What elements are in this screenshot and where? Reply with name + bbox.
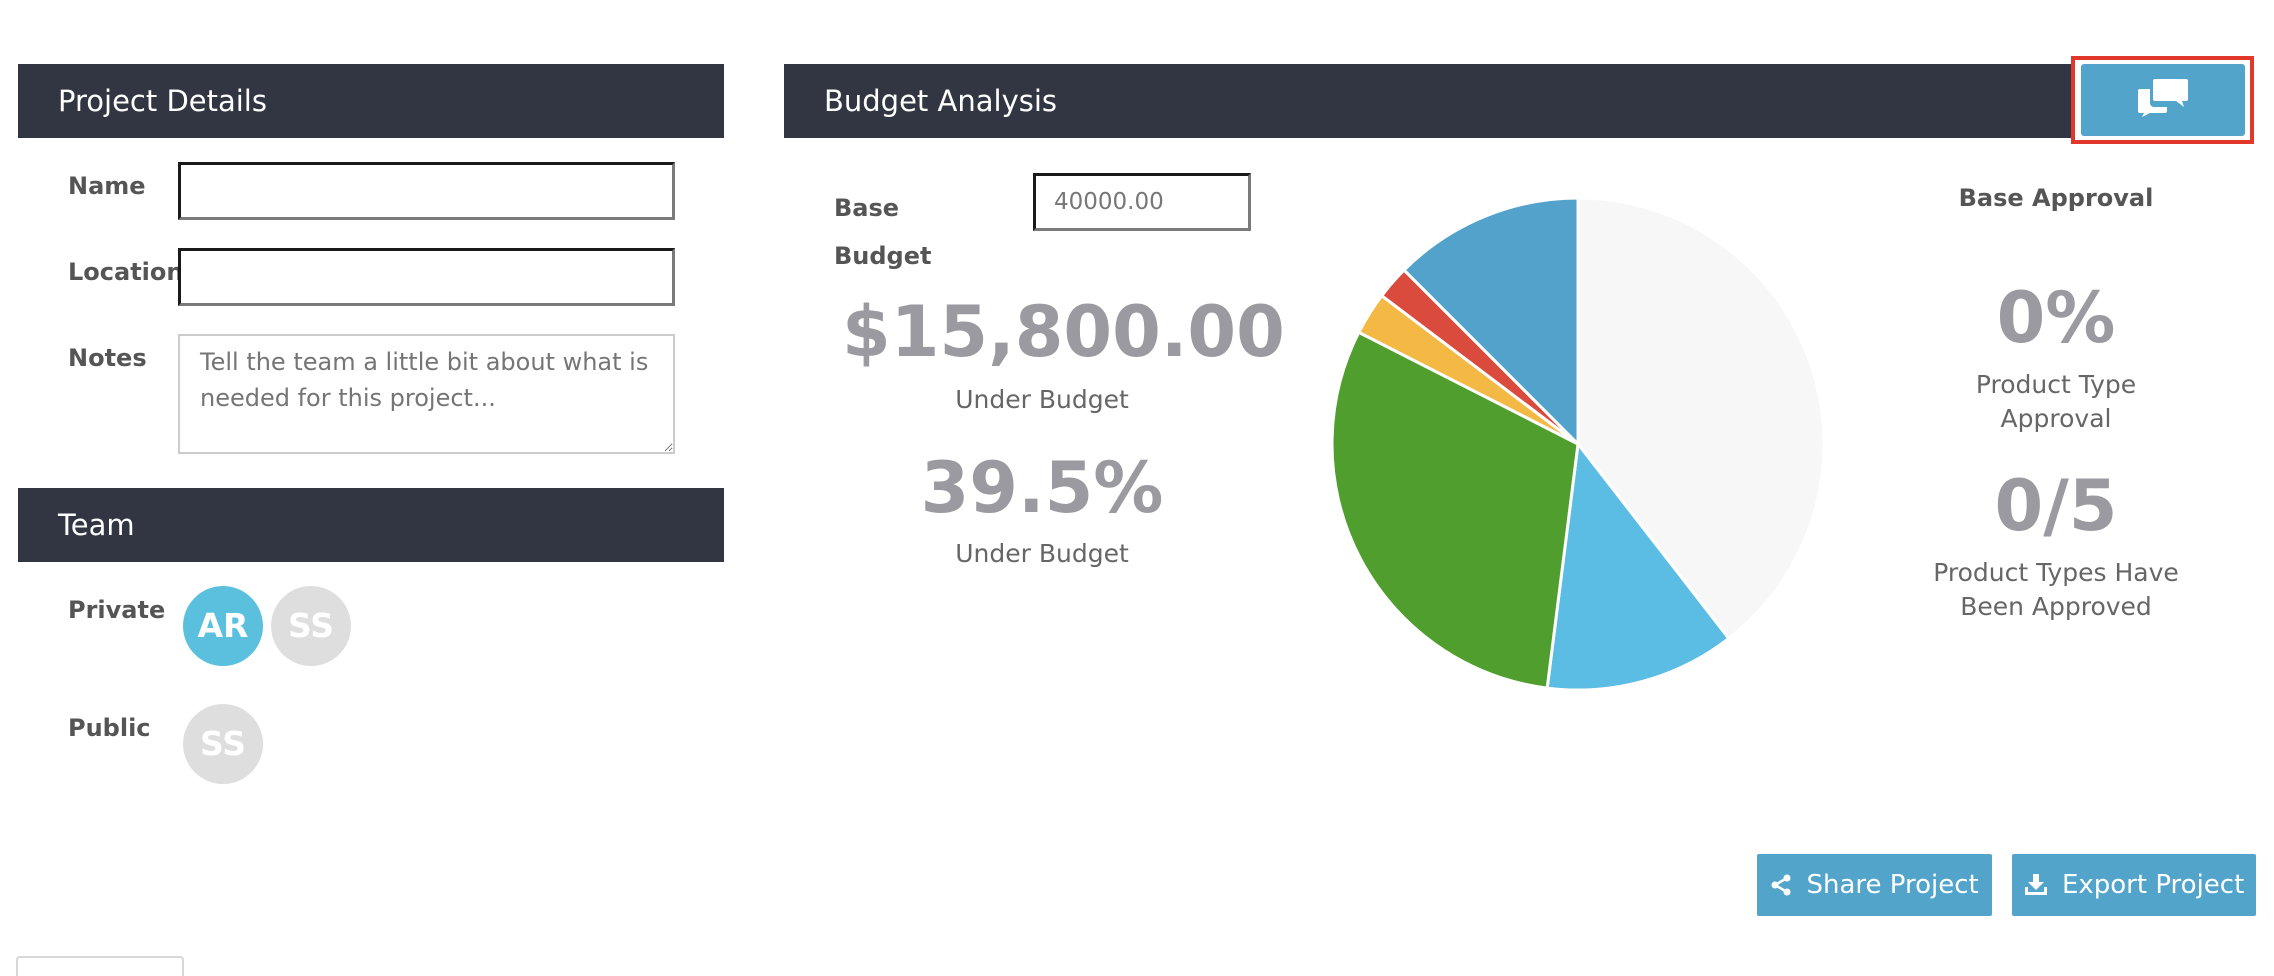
approved-count-caption-line2: Been Approved [1960, 592, 2152, 621]
pie-slice [1576, 196, 1826, 641]
product-type-approval-caption-line1: Product Type [1975, 370, 2137, 399]
under-budget-amount-caption: Under Budget [955, 385, 1129, 414]
approved-count-caption: Product Types Have Been Approved [1880, 556, 2232, 624]
product-type-approval-caption-line2: Approval [2000, 404, 2112, 433]
under-budget-amount: $15,800.00 [842, 291, 1285, 373]
avatar[interactable]: AR [183, 586, 263, 666]
pie-slice [1401, 196, 1580, 448]
budget-analysis-title: Budget Analysis [824, 84, 1058, 118]
share-project-button[interactable]: Share Project [1757, 854, 1992, 916]
export-project-button[interactable]: Export Project [2012, 854, 2256, 916]
budget-pie-chart [1330, 196, 1826, 692]
location-input[interactable] [178, 248, 675, 306]
team-title: Team [58, 508, 135, 542]
under-budget-percent: 39.5% [920, 447, 1164, 529]
notes-textarea[interactable] [178, 334, 675, 454]
project-details-title: Project Details [58, 84, 267, 118]
comments-icon [2137, 78, 2189, 122]
product-type-approval-caption: Product Type Approval [1880, 368, 2232, 436]
chat-button[interactable] [2081, 64, 2245, 136]
under-budget-percent-caption: Under Budget [955, 539, 1129, 568]
base-budget-input[interactable] [1033, 173, 1251, 231]
team-header: Team [18, 488, 724, 562]
approved-count-caption-line1: Product Types Have [1933, 558, 2179, 587]
notes-label: Notes [68, 344, 147, 372]
pie-slice [1330, 330, 1580, 690]
export-project-label: Export Project [2061, 870, 2245, 900]
base-budget-label: Base Budget [834, 184, 932, 280]
pie-slice [1545, 440, 1731, 692]
public-label: Public [68, 714, 151, 742]
base-approval-label: Base Approval [1958, 184, 2154, 212]
share-icon [1770, 870, 1806, 900]
partial-button-edge[interactable] [16, 956, 184, 976]
download-icon [2024, 870, 2062, 900]
project-details-header: Project Details [18, 64, 724, 138]
budget-analysis-header: Budget Analysis [784, 64, 2074, 138]
base-budget-label-line2: Budget [834, 242, 932, 270]
avatar[interactable]: SS [271, 586, 351, 666]
avatar[interactable]: SS [183, 704, 263, 784]
name-label: Name [68, 172, 146, 200]
name-input[interactable] [178, 162, 675, 220]
private-label: Private [68, 596, 166, 624]
product-type-approval-value: 0% [1996, 277, 2116, 359]
location-label: Location [68, 258, 184, 286]
share-project-label: Share Project [1806, 870, 1979, 900]
base-budget-label-line1: Base [834, 194, 900, 222]
approved-count-value: 0/5 [1994, 465, 2118, 547]
chat-button-highlight [2071, 56, 2254, 144]
